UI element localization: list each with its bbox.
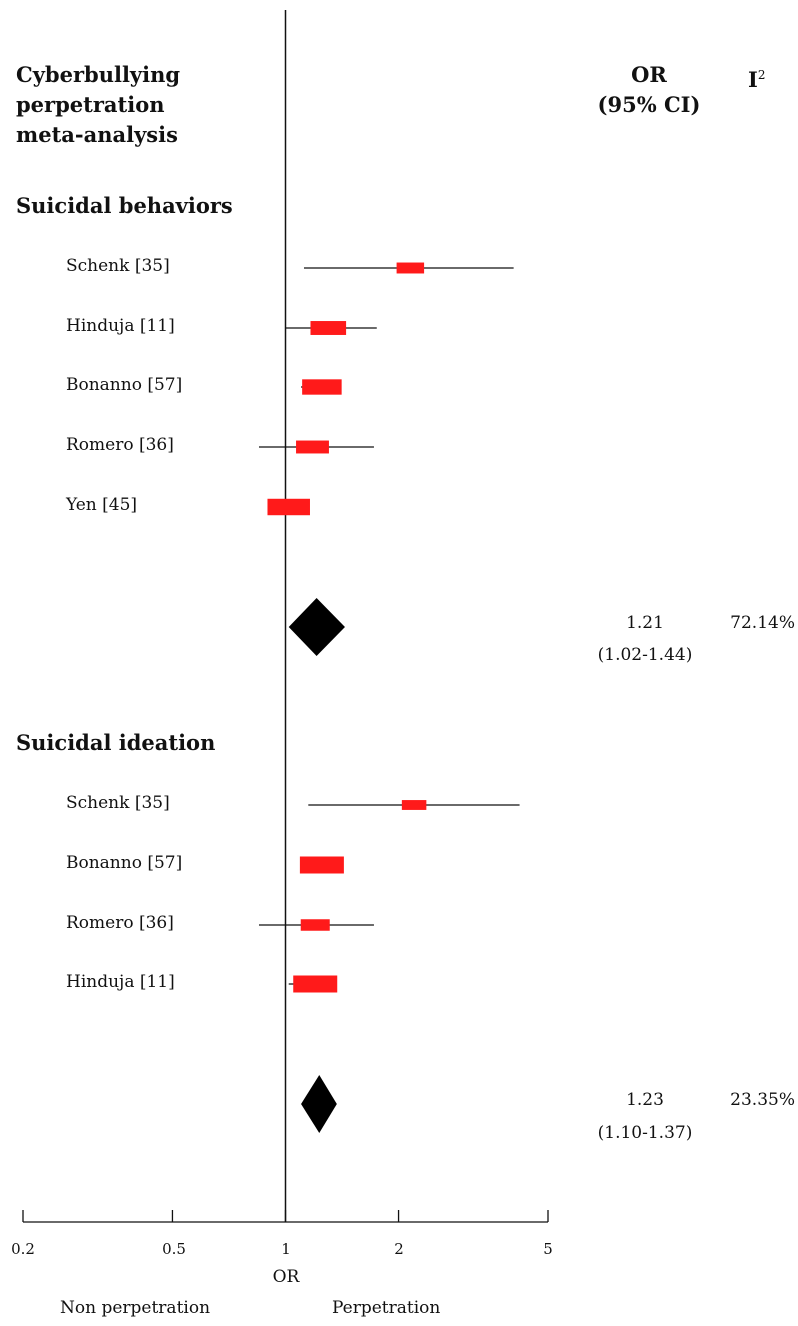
title-line-2: perpetration: [16, 92, 165, 117]
group-2-study-3-box: [300, 919, 330, 931]
group-1-study-2-box: [310, 321, 347, 335]
group-2-study-2-label: Bonanno [57]: [66, 853, 183, 873]
group-2-pooled-diamond: [301, 1075, 337, 1133]
group-1-study-2-label: Hinduja [11]: [66, 316, 175, 336]
group-1-study-1-label: Schenk [35]: [66, 256, 170, 276]
title-line-1: Cyberbullying: [16, 62, 181, 87]
direction-left-label: Non perpetration: [60, 1298, 211, 1318]
group-1-study-1-box: [396, 262, 425, 274]
group-2-i2: 23.35%: [730, 1090, 795, 1110]
group-1-title: Suicidal behaviors: [16, 193, 233, 218]
group-2-study-2-box: [299, 856, 344, 874]
group-1-pooled-ci: (1.02-1.44): [597, 645, 693, 665]
xtick-label-2: 0.5: [162, 1240, 186, 1258]
i2-column-header: I2: [748, 60, 765, 95]
direction-right-label: Perpetration: [332, 1298, 441, 1318]
or-column-header-line-1: OR: [631, 62, 667, 87]
group-2-pooled-ci: (1.10-1.37): [597, 1123, 693, 1143]
plot-title: Cyberbullying perpetration meta-analysis: [16, 60, 180, 150]
group-2-study-4-box: [293, 975, 338, 993]
title-line-3: meta-analysis: [16, 122, 178, 147]
xtick-label-1: 0.2: [11, 1240, 35, 1258]
or-column-header: OR (95% CI): [590, 60, 708, 120]
group-1-study-4-label: Romero [36]: [66, 435, 174, 455]
group-1-pooled-diamond: [288, 598, 345, 656]
or-column-header-line-2: (95% CI): [597, 92, 701, 117]
xtick-label-5: 5: [543, 1240, 553, 1258]
group-2-study-1-box: [401, 800, 427, 810]
i2-column-header-letter: I: [748, 67, 758, 92]
xtick-label-4: 2: [394, 1240, 404, 1258]
group-2-pooled-or: 1.23: [626, 1090, 664, 1110]
group-2-study-3-label: Romero [36]: [66, 913, 174, 933]
xtick-label-3: 1: [281, 1240, 291, 1258]
group-2-study-4-label: Hinduja [11]: [66, 972, 175, 992]
x-axis-title: OR: [272, 1267, 300, 1287]
group-1-study-5-label: Yen [45]: [66, 495, 138, 515]
group-1-i2: 72.14%: [730, 613, 795, 633]
group-1-study-3-label: Bonanno [57]: [66, 375, 183, 395]
group-1-pooled-or: 1.21: [626, 613, 664, 633]
group-1-study-4-box: [296, 440, 329, 454]
group-2-study-1-label: Schenk [35]: [66, 793, 170, 813]
group-1-study-3-box: [302, 379, 342, 395]
group-2-title: Suicidal ideation: [16, 730, 216, 755]
group-1-study-5-box: [267, 498, 310, 516]
i2-column-header-superscript: 2: [757, 68, 766, 82]
